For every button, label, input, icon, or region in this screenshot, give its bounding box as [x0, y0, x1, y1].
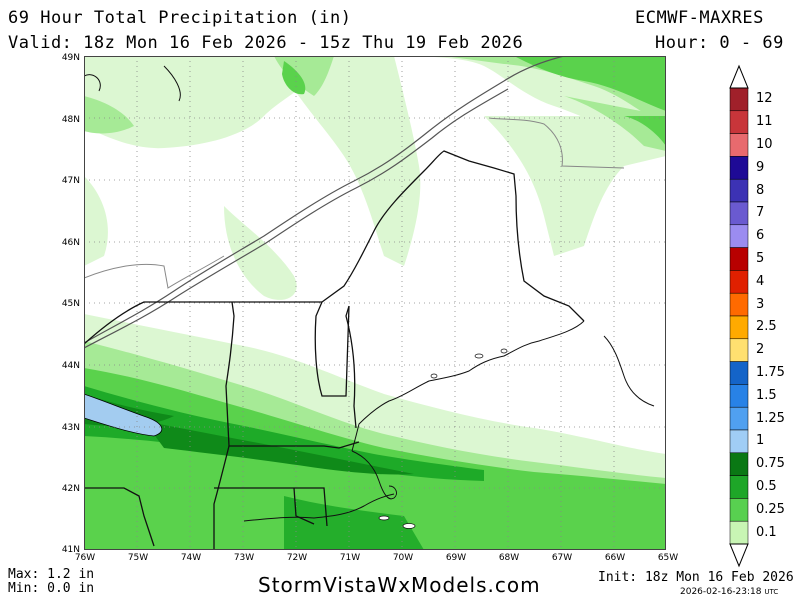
valid-period: Valid: 18z Mon 16 Feb 2026 - 15z Thu 19 … — [8, 33, 524, 53]
colorbar-label: 8 — [756, 182, 765, 198]
colorbar-cell — [729, 361, 749, 385]
colorbar-cell — [729, 247, 749, 271]
colorbar-label: 0.5 — [756, 479, 777, 494]
colorbar-label: 3 — [756, 296, 765, 312]
colorbar-label: 1.5 — [756, 387, 777, 403]
precip-0.75-contour — [84, 386, 484, 550]
colorbar-label: 5 — [756, 251, 765, 266]
colorbar-cell — [729, 292, 749, 317]
model-name: ECMWF-MAXRES — [635, 8, 764, 28]
colorbar-label: 1.75 — [756, 365, 785, 380]
lon-label: 68W — [498, 553, 520, 563]
colorbar-label: 9 — [756, 159, 765, 175]
state-borders — [84, 150, 585, 550]
colorbar-cell — [729, 338, 749, 362]
colorbar-top-arrow — [729, 64, 749, 89]
lon-label: 72W — [286, 553, 308, 563]
colorbar-label: 4 — [756, 273, 765, 289]
max-value: Max: 1.2 in — [8, 567, 95, 582]
colorbar-cell — [729, 156, 749, 180]
lat-label: 44N — [61, 361, 80, 371]
colorbar-label: 0.1 — [756, 524, 777, 540]
colorbar-label: 10 — [756, 137, 773, 152]
coastline — [84, 65, 655, 522]
lat-lon-grid — [84, 56, 666, 550]
colorbar-label: 0.75 — [756, 456, 785, 472]
colorbar-cell — [729, 384, 749, 408]
colorbar-cell — [729, 201, 749, 226]
lat-label: 43N — [61, 423, 80, 433]
st-lawrence-river — [84, 56, 565, 349]
colorbar-cell — [729, 270, 749, 294]
lat-label: 47N — [61, 176, 80, 186]
lat-label: 49N — [61, 53, 80, 63]
lat-label: 46N — [61, 238, 80, 248]
colorbar-label: 7 — [756, 205, 765, 221]
colorbar-label: 11 — [756, 114, 773, 130]
colorbar-cell — [729, 87, 749, 112]
min-value: Min: 0.0 in — [8, 581, 95, 596]
lat-label: 48N — [61, 115, 80, 125]
site-brand: StormVistaWxModels.com — [258, 573, 541, 597]
lat-label: 41N — [61, 545, 80, 555]
colorbar-label: 12 — [756, 91, 773, 107]
lon-label: 67W — [551, 553, 573, 563]
colorbar-cell — [729, 520, 749, 545]
lon-label: 70W — [392, 553, 414, 563]
lat-label: 45N — [61, 299, 80, 309]
lon-label: 73W — [233, 553, 255, 563]
colorbar-cell — [729, 224, 749, 248]
forecast-hour-range: Hour: 0 - 69 — [655, 33, 784, 53]
islands — [378, 348, 508, 529]
colorbar-label: 1 — [756, 433, 765, 449]
colorbar-label: 1.25 — [756, 410, 785, 426]
lon-label: 76W — [74, 553, 96, 563]
colorbar-cell — [729, 133, 749, 157]
map-frame — [84, 56, 666, 550]
timestamp-value: 2026-02-16-23:18 — [680, 587, 762, 597]
colorbar-cell — [729, 406, 749, 431]
colorbar-label: 2 — [756, 342, 765, 358]
timestamp-unit: UTC — [764, 588, 779, 596]
lon-label: 71W — [339, 553, 361, 563]
colorbar-cell — [729, 498, 749, 522]
init-time: Init: 18z Mon 16 Feb 2026 — [598, 570, 794, 585]
lon-label: 75W — [127, 553, 149, 563]
colorbar-label: 6 — [756, 228, 765, 244]
precip-colorbar — [729, 64, 749, 568]
colorbar-label: 0.25 — [756, 501, 785, 517]
lon-label: 74W — [180, 553, 202, 563]
lon-label: 69W — [445, 553, 467, 563]
colorbar-cell — [729, 452, 749, 476]
colorbar-cell — [729, 429, 749, 454]
colorbar-bottom-arrow — [729, 543, 749, 568]
lon-label: 65W — [657, 553, 679, 563]
lon-label: 66W — [604, 553, 626, 563]
colorbar-label: 2.5 — [756, 319, 777, 335]
render-timestamp: 2026-02-16-23:18 UTC — [680, 587, 778, 597]
colorbar-cell — [729, 178, 749, 203]
province-border — [84, 117, 625, 289]
precipitation-map — [84, 56, 666, 550]
lat-label: 42N — [61, 484, 80, 494]
map-title: 69 Hour Total Precipitation (in) — [8, 8, 352, 28]
colorbar-cell — [729, 475, 749, 499]
colorbar-cell — [729, 110, 749, 134]
lake-ontario — [84, 393, 163, 437]
colorbar-cell — [729, 315, 749, 340]
